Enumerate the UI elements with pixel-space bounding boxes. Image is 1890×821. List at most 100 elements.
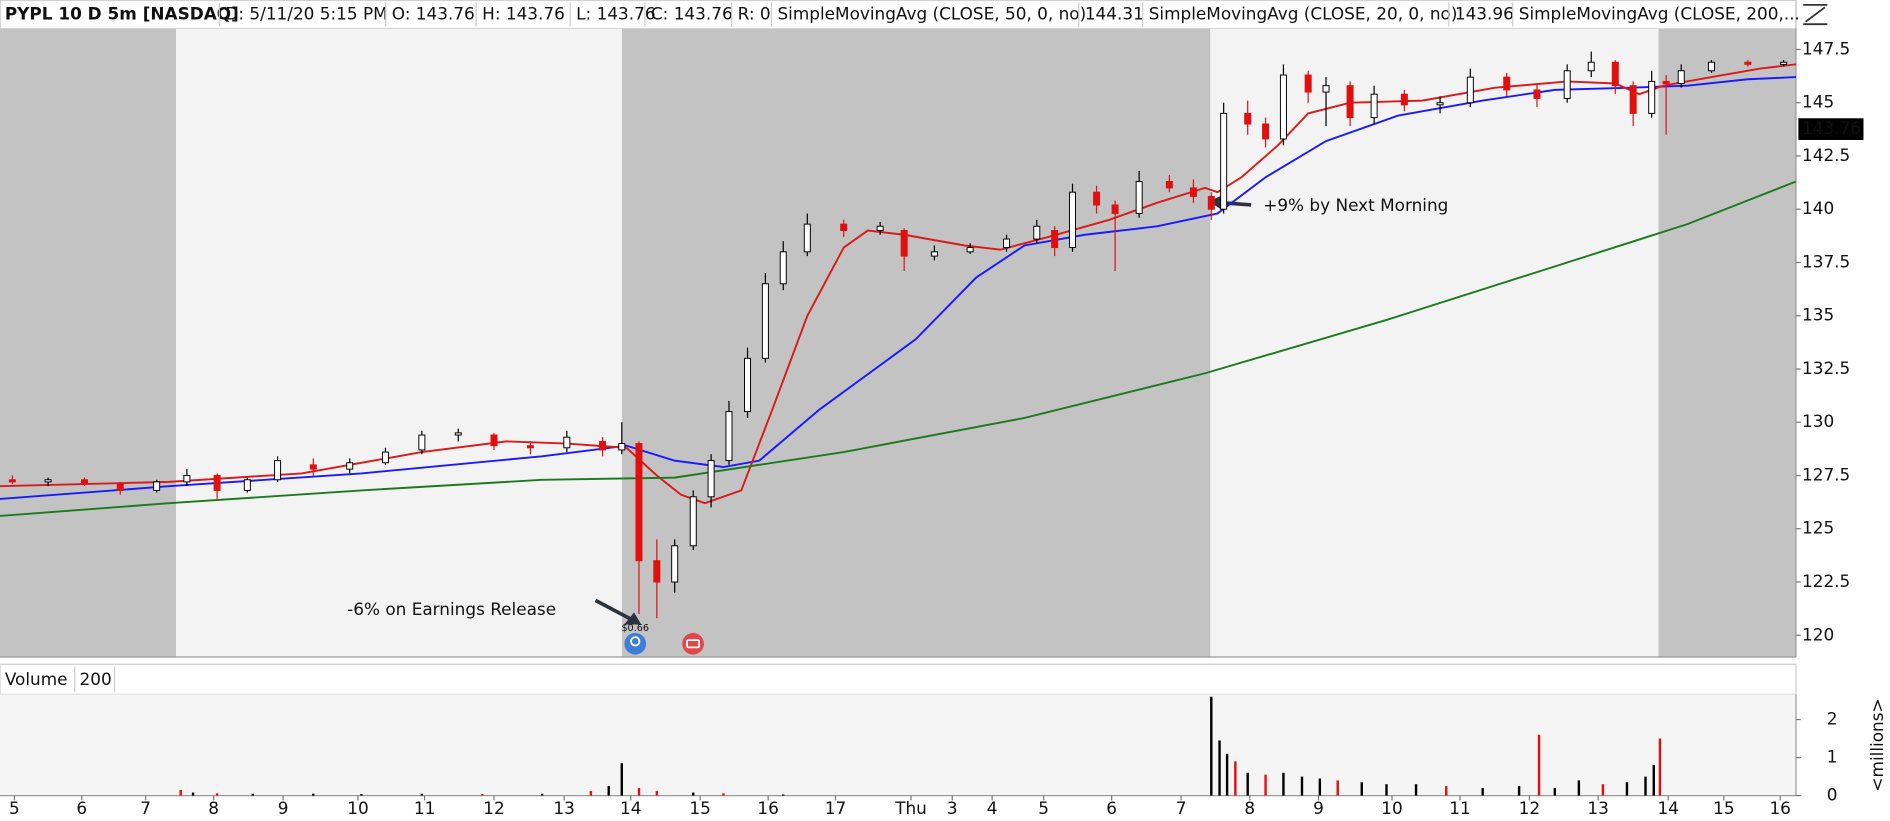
candle-body [1648, 80, 1656, 114]
legend-entry: SimpleMovingAvg (CLOSE, 200,... [1519, 4, 1800, 24]
extended-hours-shade [1658, 29, 1796, 657]
x-tick-label: 16 [757, 798, 778, 818]
volume-bar [1445, 786, 1448, 796]
volume-bar [191, 792, 195, 796]
candle-body [635, 443, 643, 562]
candle-body [1093, 191, 1101, 206]
x-tick-label: 9 [278, 798, 289, 818]
y-tick-label: 145 [1802, 92, 1834, 112]
legend-value: 144.31 [1085, 4, 1144, 24]
moving-average-line [0, 180, 1797, 517]
annotation-arrowhead [624, 612, 642, 625]
candle-body [418, 434, 426, 451]
y-tick-label: 137.5 [1802, 251, 1850, 271]
earnings-icon-glyph [630, 636, 641, 647]
annotation: -6% on Earnings Release [347, 599, 556, 619]
volume-axis-label: <millions> [1867, 698, 1887, 791]
candle-body [1370, 93, 1378, 119]
volume-bar [1414, 784, 1418, 796]
x-tick-label: 14 [620, 798, 641, 818]
candle-body [1189, 187, 1197, 197]
volume-bar [1218, 740, 1221, 796]
x-tick-label: 8 [208, 798, 219, 818]
candle-body [1220, 112, 1228, 210]
volume-bar [1644, 776, 1647, 796]
candle-body [81, 479, 89, 485]
volume-bar [1658, 738, 1662, 796]
x-tick-label: 15 [689, 798, 710, 818]
candle-body [563, 436, 571, 449]
candle-body [44, 479, 52, 483]
conference-call-glyph [686, 639, 701, 649]
earnings-icon[interactable] [624, 632, 647, 655]
volume-bar [1625, 782, 1629, 796]
x-tick-label: 9 [1313, 798, 1324, 818]
volume-bar [1336, 780, 1339, 796]
volume-bar [620, 763, 623, 796]
volume-setting: 200 [80, 669, 112, 689]
candle-body [1436, 102, 1444, 106]
volume-bar [360, 794, 363, 796]
volume-bar [1234, 761, 1237, 796]
x-tick-label: 5 [9, 798, 20, 818]
candle-body [1563, 70, 1571, 99]
annotation: +9% by Next Morning [1263, 195, 1448, 215]
y-tick-label: 0 [1827, 785, 1838, 805]
candle-body [1165, 181, 1173, 189]
x-tick-label: 11 [1449, 798, 1470, 818]
volume-bar [1481, 788, 1484, 796]
y-tick-label: 122.5 [1802, 571, 1850, 591]
x-tick-label: 8 [1244, 798, 1255, 818]
volume-bar [1652, 765, 1655, 796]
volume-bar [722, 793, 725, 796]
candle-body [309, 464, 317, 470]
candle-body [183, 475, 191, 483]
header-field: O: 143.76 [392, 4, 475, 24]
candle-body [381, 451, 389, 464]
earnings-label: $0.66 [621, 623, 649, 634]
candle-body [1503, 76, 1511, 91]
x-tick-label: 11 [414, 798, 435, 818]
candle-body [243, 479, 251, 491]
volume-bar [692, 792, 695, 796]
x-tick-label: 3 [947, 798, 958, 818]
legend-entry: SimpleMovingAvg (CLOSE, 50, 0, no) [777, 4, 1086, 24]
x-tick-label: 12 [1519, 798, 1540, 818]
x-tick-label: 6 [1106, 798, 1117, 818]
candle-body [1533, 89, 1541, 99]
candle-body [8, 479, 16, 483]
volume-bar [312, 793, 315, 796]
volume-bar [1246, 772, 1249, 796]
candle-body [1611, 61, 1619, 87]
candle-body [707, 460, 715, 498]
last-price-box [1798, 118, 1864, 140]
volume-bar [782, 794, 785, 796]
candle-body [1069, 191, 1077, 249]
y-tick-label: 147.5 [1802, 38, 1850, 58]
y-tick-label: 1 [1827, 747, 1838, 767]
candle-body [1262, 123, 1270, 140]
drawing-tool-icon[interactable] [1803, 3, 1828, 26]
x-tick-label: 10 [1381, 798, 1402, 818]
x-tick-label: 16 [1769, 798, 1790, 818]
candle-body [1279, 74, 1287, 140]
x-tick-label: 6 [76, 798, 87, 818]
volume-bar [1385, 784, 1388, 796]
candle-body [1304, 74, 1312, 93]
candle-body [1207, 195, 1215, 210]
candle-body [779, 251, 787, 285]
legend-entry: SimpleMovingAvg (CLOSE, 20, 0, no) [1149, 4, 1458, 24]
candle-body [1346, 85, 1354, 119]
x-tick-label: 12 [483, 798, 504, 818]
conference-call-icon[interactable] [682, 632, 704, 655]
candle-body [761, 283, 769, 359]
candle-body [671, 545, 679, 583]
candle-body [1244, 112, 1252, 125]
candle-body [803, 223, 811, 253]
candle-body [840, 223, 848, 232]
volume-bar [607, 786, 610, 796]
volume-bar [179, 789, 182, 796]
x-tick-label: 7 [140, 798, 151, 818]
header-bar [0, 0, 1890, 30]
candle-body [490, 434, 498, 447]
